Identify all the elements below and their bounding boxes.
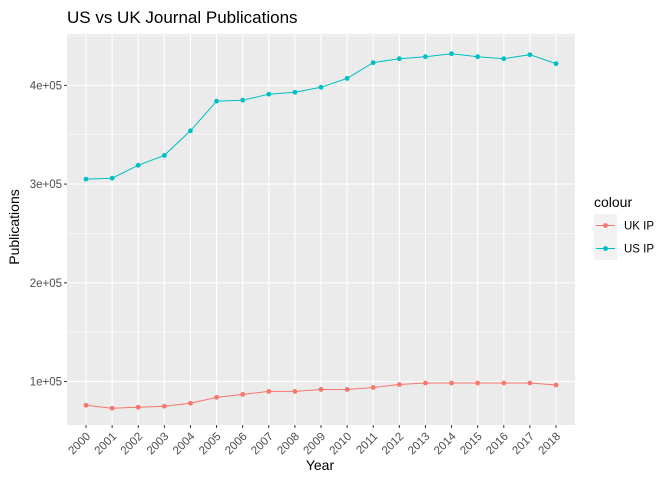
data-point-uk-ip (396, 382, 402, 387)
major-gridlines (67, 34, 575, 425)
legend-point-uk-ip (603, 223, 608, 228)
x-tick-label: 2009 (302, 431, 329, 458)
data-point-us-ip (527, 52, 533, 58)
data-point-uk-ip (109, 405, 115, 411)
y-axis-title: Publications (6, 189, 22, 265)
data-point-uk-ip (240, 391, 246, 397)
legend-title: colour (594, 194, 632, 210)
x-tick-label: 2000 (67, 431, 94, 458)
data-point-us-ip (161, 153, 167, 158)
data-point-us-ip (292, 89, 298, 95)
x-tick-label: 2012 (380, 431, 407, 458)
data-point-uk-ip (188, 400, 193, 406)
data-point-uk-ip (553, 382, 559, 388)
data-point-uk-ip (475, 380, 481, 386)
data-point-us-ip (501, 56, 507, 62)
x-tick-label: 2014 (432, 430, 459, 457)
y-tick-label: 1e+05 (30, 377, 62, 389)
data-point-us-ip (188, 128, 193, 134)
data-point-us-ip (240, 97, 246, 103)
chart-title: US vs UK Journal Publications (67, 8, 298, 27)
x-tick-label: 2017 (510, 431, 537, 458)
series-layer (83, 51, 559, 411)
data-point-us-ip (83, 176, 89, 182)
data-point-uk-ip (527, 380, 533, 386)
legend-label-uk-ip: UK IP (624, 221, 654, 233)
data-point-uk-ip (266, 389, 272, 394)
x-tick-label: 2013 (406, 431, 433, 458)
x-tick-label: 2016 (484, 431, 511, 458)
data-point-us-ip (423, 54, 428, 60)
x-tick-label: 2005 (197, 431, 224, 458)
data-point-uk-ip (292, 389, 298, 394)
data-point-uk-ip (344, 387, 350, 392)
x-axis-title: Year (306, 457, 335, 473)
data-point-uk-ip (318, 387, 324, 392)
x-tick-label: 2001 (93, 431, 120, 458)
legend-point-us-ip (603, 246, 608, 251)
data-point-us-ip (135, 162, 141, 168)
legend: colour UK IP US IP (594, 194, 654, 260)
y-tick-label: 4e+05 (30, 80, 62, 92)
x-tick-label: 2004 (171, 430, 198, 457)
x-tick-label: 2018 (537, 431, 564, 458)
data-point-us-ip (370, 60, 376, 66)
data-point-us-ip (266, 91, 272, 97)
y-tick-label: 2e+05 (30, 278, 62, 290)
data-point-us-ip (475, 54, 481, 60)
data-point-uk-ip (501, 380, 507, 386)
data-point-uk-ip (135, 404, 141, 410)
x-tick-label: 2003 (145, 431, 172, 458)
y-axis: 1e+05 2e+05 3e+05 4e+05 (30, 80, 67, 389)
data-point-us-ip (344, 76, 350, 81)
x-axis: 2000 2001 2002 2003 2004 2005 2006 2007 2008 2009… (67, 425, 564, 458)
data-point-us-ip (318, 84, 324, 90)
data-point-uk-ip (161, 403, 167, 409)
data-point-uk-ip (449, 380, 454, 386)
x-tick-label: 2002 (119, 431, 146, 458)
y-tick-label: 3e+05 (30, 179, 62, 191)
x-tick-label: 2010 (328, 431, 355, 458)
legend-label-us-ip: US IP (624, 244, 654, 256)
data-point-uk-ip (423, 380, 428, 386)
data-point-us-ip (109, 175, 115, 181)
data-point-uk-ip (214, 394, 219, 400)
x-tick-label: 2011 (354, 431, 380, 457)
data-point-us-ip (396, 56, 402, 62)
x-tick-label: 2008 (275, 431, 302, 458)
x-tick-label: 2006 (223, 431, 250, 458)
data-point-us-ip (214, 98, 219, 104)
x-tick-label: 2015 (458, 431, 485, 458)
data-point-uk-ip (370, 385, 376, 390)
data-point-us-ip (553, 61, 559, 67)
data-point-us-ip (449, 51, 454, 57)
x-tick-label: 2007 (249, 431, 276, 458)
data-point-uk-ip (83, 402, 89, 408)
